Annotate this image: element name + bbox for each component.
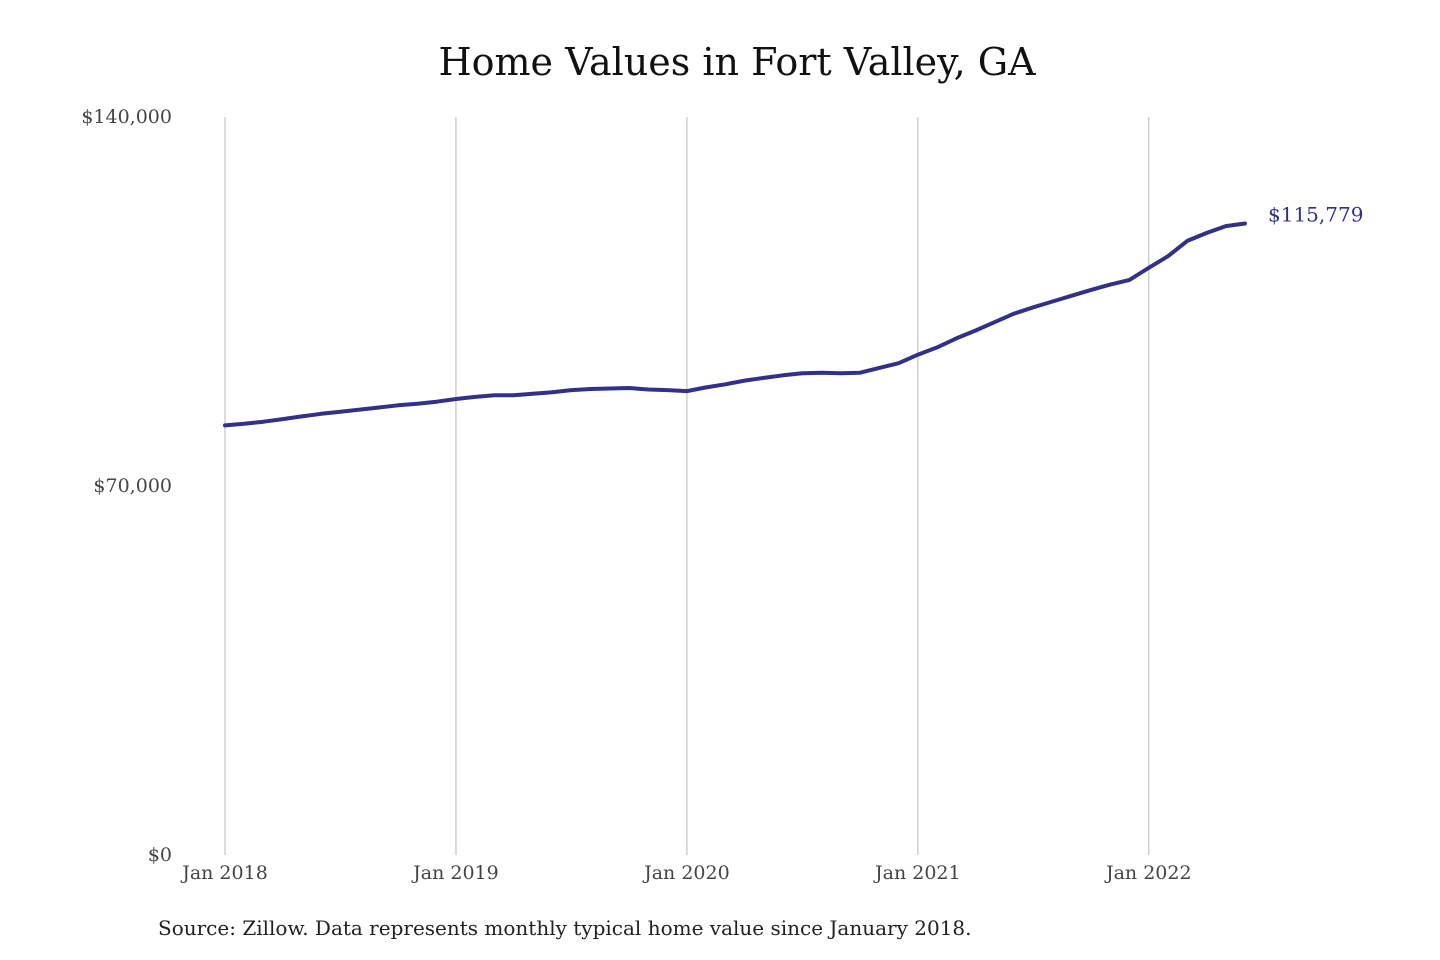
last-value-label: $115,779 [1268, 202, 1363, 226]
x-tick-label: Jan 2018 [180, 862, 268, 884]
x-tick-label: Jan 2022 [1104, 862, 1192, 884]
x-tick-label: Jan 2019 [411, 862, 499, 884]
home-value-series-line [223, 221, 1247, 428]
source-note: Source: Zillow. Data represents monthly … [158, 916, 972, 940]
y-axis-ticks: $0 $70,000 $140,000 [81, 106, 172, 866]
y-tick-label: $140,000 [81, 106, 172, 128]
x-tick-label: Jan 2021 [873, 862, 961, 884]
y-tick-label: $70,000 [93, 475, 172, 497]
chart-title: Home Values in Fort Valley, GA [438, 40, 1036, 84]
x-axis-ticks: Jan 2018 Jan 2019 Jan 2020 Jan 2021 Jan 2022 [180, 862, 1191, 884]
x-tick-label: Jan 2020 [642, 862, 730, 884]
vertical-gridlines [224, 117, 1150, 855]
y-tick-label: $0 [148, 844, 172, 866]
